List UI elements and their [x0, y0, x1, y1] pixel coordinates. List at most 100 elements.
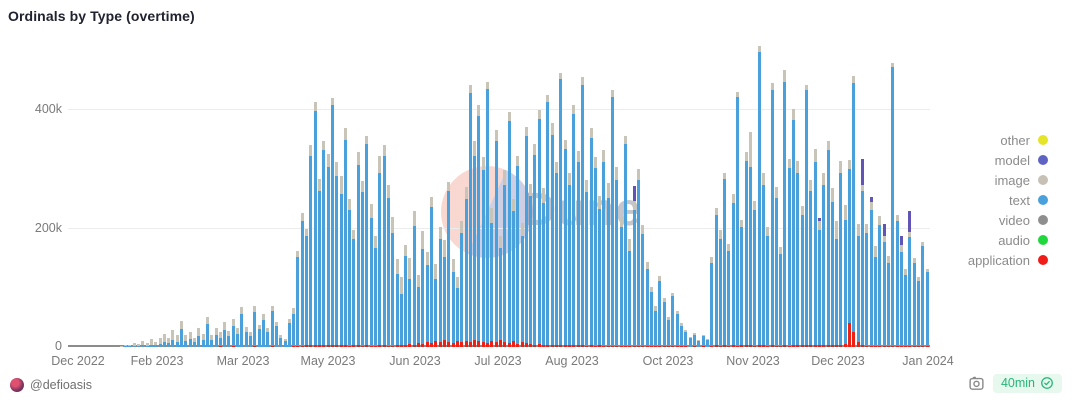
bar-stack[interactable]	[576, 150, 580, 347]
bar-stack[interactable]	[692, 332, 696, 347]
bar-stack[interactable]	[149, 339, 153, 347]
bar-stack[interactable]	[783, 69, 787, 347]
bar-stack[interactable]	[628, 239, 632, 347]
bar-stack[interactable]	[796, 160, 800, 347]
bar-stack[interactable]	[296, 251, 300, 347]
bar-stack[interactable]	[766, 227, 770, 347]
bar-stack[interactable]	[787, 159, 791, 347]
bar-stack[interactable]	[154, 341, 158, 347]
bar-stack[interactable]	[598, 195, 602, 347]
bar-stack[interactable]	[499, 236, 502, 347]
bar-stack[interactable]	[249, 331, 253, 347]
bar-stack[interactable]	[792, 109, 796, 347]
bar-stack[interactable]	[486, 81, 490, 347]
bar-stack[interactable]	[761, 173, 765, 347]
bar-stack[interactable]	[399, 276, 403, 347]
bar-stack[interactable]	[632, 185, 636, 347]
bar-stack[interactable]	[813, 148, 817, 347]
bar-stack[interactable]	[438, 226, 442, 347]
bar-stack[interactable]	[731, 194, 735, 347]
bar-stack[interactable]	[343, 128, 347, 347]
bar-stack[interactable]	[524, 127, 528, 347]
bar-stack[interactable]	[442, 240, 446, 347]
bar-stack[interactable]	[175, 334, 179, 347]
bar-stack[interactable]	[447, 182, 451, 347]
bar-stack[interactable]	[899, 235, 903, 347]
legend-item-image[interactable]: image	[968, 170, 1048, 190]
bar-stack[interactable]	[572, 105, 576, 347]
bar-stack[interactable]	[253, 306, 257, 347]
bar-stack[interactable]	[460, 220, 464, 347]
bar-stack[interactable]	[895, 215, 899, 347]
bar-stack[interactable]	[800, 206, 804, 347]
legend-item-text[interactable]: text	[968, 190, 1048, 210]
bar-stack[interactable]	[455, 277, 459, 347]
bar-stack[interactable]	[805, 84, 808, 347]
bar-stack[interactable]	[641, 224, 645, 347]
bar-stack[interactable]	[516, 155, 520, 347]
bar-stack[interactable]	[274, 321, 278, 347]
bar-stack[interactable]	[645, 262, 649, 347]
bar-stack[interactable]	[158, 338, 162, 347]
bar-stack[interactable]	[261, 314, 265, 347]
bar-stack[interactable]	[826, 140, 830, 347]
bar-stack[interactable]	[537, 110, 541, 347]
bar-stack[interactable]	[520, 222, 524, 347]
bar-stack[interactable]	[141, 341, 145, 347]
bar-stack[interactable]	[873, 246, 877, 347]
bar-stack[interactable]	[925, 269, 929, 347]
bar-stack[interactable]	[675, 311, 679, 347]
bar-stack[interactable]	[412, 211, 416, 347]
bar-stack[interactable]	[356, 151, 360, 347]
bar-stack[interactable]	[748, 131, 752, 347]
bar-stack[interactable]	[279, 335, 283, 347]
bar-stack[interactable]	[421, 231, 425, 347]
bar-stack[interactable]	[167, 338, 171, 347]
bar-stack[interactable]	[891, 62, 895, 347]
bar-stack[interactable]	[352, 229, 356, 347]
legend-item-other[interactable]: other	[968, 130, 1048, 150]
screenshot-icon[interactable]	[968, 375, 985, 392]
bar-stack[interactable]	[723, 173, 727, 347]
bar-stack[interactable]	[171, 330, 175, 347]
bar-stack[interactable]	[654, 306, 658, 347]
bar-stack[interactable]	[378, 155, 382, 347]
bar-stack[interactable]	[830, 187, 834, 347]
bar-stack[interactable]	[408, 258, 412, 347]
bar-stack[interactable]	[218, 331, 222, 347]
bar-stack[interactable]	[736, 92, 740, 347]
bar-stack[interactable]	[589, 128, 593, 347]
bar-stack[interactable]	[451, 259, 455, 347]
bar-stack[interactable]	[468, 84, 472, 347]
bar-stack[interactable]	[348, 198, 352, 347]
bar-stack[interactable]	[270, 305, 274, 347]
bar-stack[interactable]	[917, 276, 921, 347]
bar-stack[interactable]	[667, 316, 671, 347]
bar-stack[interactable]	[361, 181, 365, 347]
bar-stack[interactable]	[869, 196, 873, 347]
bar-stack[interactable]	[425, 252, 429, 347]
bar-stack[interactable]	[714, 207, 718, 347]
bar-stack[interactable]	[882, 224, 886, 347]
bar-stack[interactable]	[192, 337, 196, 347]
bar-stack[interactable]	[623, 135, 627, 347]
bar-stack[interactable]	[240, 307, 244, 347]
bar-stack[interactable]	[503, 170, 507, 347]
bar-stack[interactable]	[856, 223, 860, 347]
bar-stack[interactable]	[128, 345, 132, 347]
bar-stack[interactable]	[904, 269, 908, 347]
bar-stack[interactable]	[822, 172, 826, 347]
bar-stack[interactable]	[309, 144, 313, 347]
bar-stack[interactable]	[374, 236, 377, 347]
bar-stack[interactable]	[606, 182, 610, 347]
bar-stack[interactable]	[671, 292, 675, 347]
bar-stack[interactable]	[188, 331, 192, 347]
bar-stack[interactable]	[184, 335, 188, 347]
bar-stack[interactable]	[494, 130, 498, 347]
bar-stack[interactable]	[417, 275, 421, 347]
bar-stack[interactable]	[162, 333, 166, 347]
bar-stack[interactable]	[680, 323, 684, 347]
bar-stack[interactable]	[649, 286, 653, 347]
bar-stack[interactable]	[774, 187, 778, 347]
bar-stack[interactable]	[326, 153, 330, 347]
